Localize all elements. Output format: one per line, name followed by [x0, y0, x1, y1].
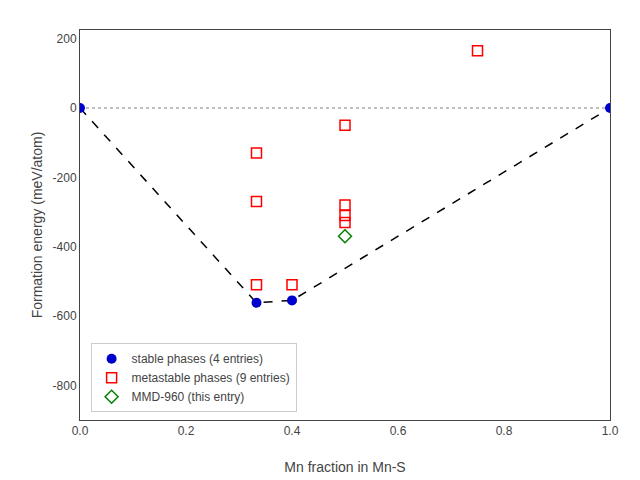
svg-text:-200: -200 [53, 171, 77, 185]
svg-text:-800: -800 [53, 379, 77, 393]
svg-text:0.0: 0.0 [72, 424, 89, 438]
svg-text:0: 0 [70, 101, 77, 115]
svg-text:Formation energy (meV/atom): Formation energy (meV/atom) [29, 132, 45, 319]
svg-text:Mn fraction in Mn-S: Mn fraction in Mn-S [284, 459, 405, 475]
svg-text:MMD-960 (this entry): MMD-960 (this entry) [132, 390, 245, 404]
svg-text:0.6: 0.6 [390, 424, 407, 438]
svg-text:200: 200 [57, 32, 77, 46]
svg-text:0.2: 0.2 [178, 424, 195, 438]
svg-text:-600: -600 [53, 309, 77, 323]
svg-text:0.8: 0.8 [496, 424, 513, 438]
svg-text:stable phases (4 entries): stable phases (4 entries) [132, 352, 263, 366]
svg-text:-400: -400 [53, 240, 77, 254]
svg-text:1.0: 1.0 [602, 424, 619, 438]
svg-text:metastable phases (9 entries): metastable phases (9 entries) [132, 371, 290, 385]
svg-text:0.4: 0.4 [284, 424, 301, 438]
